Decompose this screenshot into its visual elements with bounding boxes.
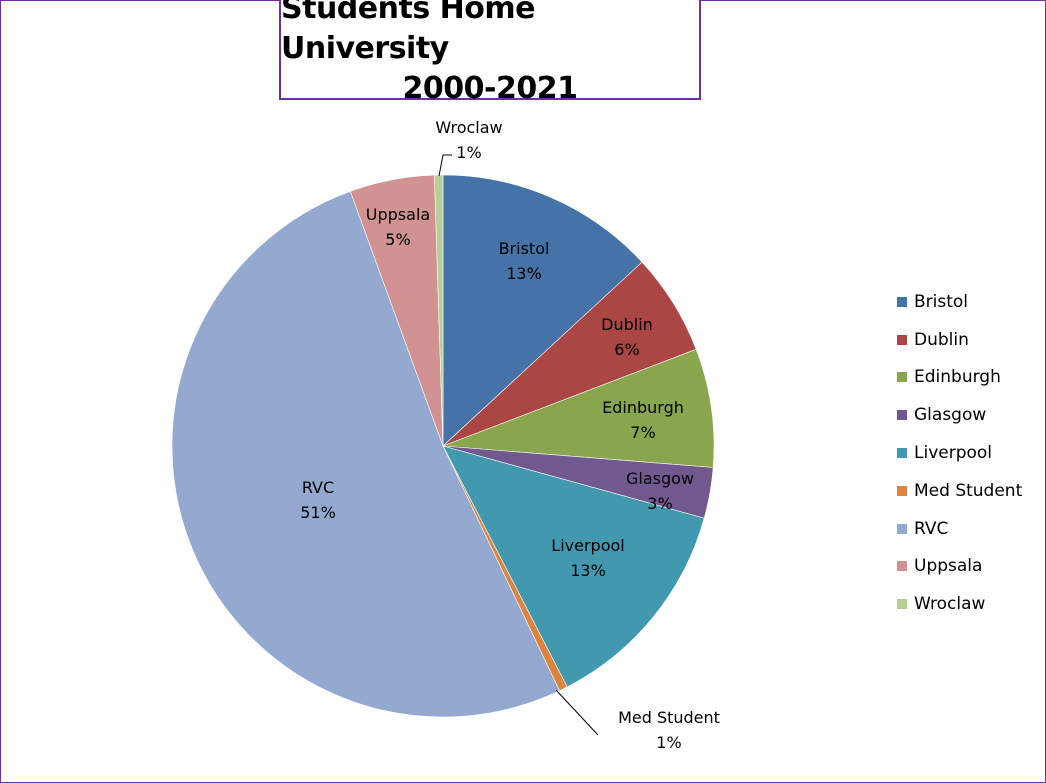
legend-label-edinburgh: Edinburgh xyxy=(914,367,1001,388)
legend-item-dublin: Dublin xyxy=(897,321,1022,359)
legend-item-bristol: Bristol xyxy=(897,283,1022,321)
data-label-name-dublin: Dublin xyxy=(601,315,653,334)
legend-label-rvc: RVC xyxy=(914,518,949,539)
legend-swatch-rvc xyxy=(897,523,907,534)
data-label-percent-dublin: 6% xyxy=(614,340,639,359)
pie-slice-liverpool xyxy=(442,445,705,688)
pie-slice-edinburgh xyxy=(442,348,715,468)
legend-label-liverpool: Liverpool xyxy=(914,443,993,464)
chart-title-line-1: Students Home University xyxy=(281,0,535,66)
legend-item-glasgow: Glasgow xyxy=(897,396,1022,434)
data-label-name-bristol: Bristol xyxy=(499,239,550,258)
data-label-percent-uppsala: 5% xyxy=(385,230,410,249)
legend-swatch-wroclaw xyxy=(897,599,907,610)
leader-line-med-student xyxy=(555,689,599,736)
legend-item-edinburgh: Edinburgh xyxy=(897,359,1022,397)
legend-swatch-liverpool xyxy=(897,448,907,459)
pie-slice-rvc xyxy=(171,190,560,718)
legend-label-wroclaw: Wroclaw xyxy=(914,594,986,615)
data-label-name-edinburgh: Edinburgh xyxy=(602,398,684,417)
legend-item-wroclaw: Wroclaw xyxy=(897,585,1022,623)
data-label-name-liverpool: Liverpool xyxy=(551,536,624,555)
legend-label-uppsala: Uppsala xyxy=(914,556,983,577)
legend-label-bristol: Bristol xyxy=(914,291,969,312)
chart-title-line-2: 2000-2021 xyxy=(402,71,578,106)
data-label-name-med-student: Med Student xyxy=(618,708,720,727)
data-label-name-rvc: RVC xyxy=(302,478,334,497)
legend-label-med-student: Med Student xyxy=(914,480,1023,501)
chart-title: Students Home University 2000-2021 xyxy=(279,0,701,106)
data-label-percent-bristol: 13% xyxy=(506,264,542,283)
data-label-percent-edinburgh: 7% xyxy=(630,423,655,442)
legend-label-dublin: Dublin xyxy=(914,329,969,350)
data-label-name-uppsala: Uppsala xyxy=(366,205,430,224)
legend-swatch-uppsala xyxy=(897,561,907,572)
legend-swatch-bristol xyxy=(897,296,907,307)
data-label-percent-rvc: 51% xyxy=(300,503,336,522)
legend-swatch-dublin xyxy=(897,334,907,345)
legend-item-rvc: RVC xyxy=(897,510,1022,548)
legend-item-med-student: Med Student xyxy=(897,472,1022,510)
legend-item-liverpool: Liverpool xyxy=(897,434,1022,472)
data-label-percent-med-student: 1% xyxy=(656,733,681,752)
data-label-percent-glasgow: 3% xyxy=(647,494,672,513)
data-label-percent-liverpool: 13% xyxy=(570,561,606,580)
legend-swatch-edinburgh xyxy=(897,372,907,383)
pie-slice-bristol xyxy=(442,174,643,447)
legend-swatch-med-student xyxy=(897,485,907,496)
leader-line-wroclaw xyxy=(438,154,452,177)
data-label-name-wroclaw: Wroclaw xyxy=(435,118,502,137)
data-label-percent-wroclaw: 1% xyxy=(456,143,481,162)
legend-swatch-glasgow xyxy=(897,410,907,421)
legend-label-glasgow: Glasgow xyxy=(914,405,987,426)
chart-legend: Bristol Dublin Edinburgh Glasgow Liverpool Me… xyxy=(897,283,1022,623)
data-label-name-glasgow: Glasgow xyxy=(626,469,694,488)
legend-item-uppsala: Uppsala xyxy=(897,548,1022,586)
